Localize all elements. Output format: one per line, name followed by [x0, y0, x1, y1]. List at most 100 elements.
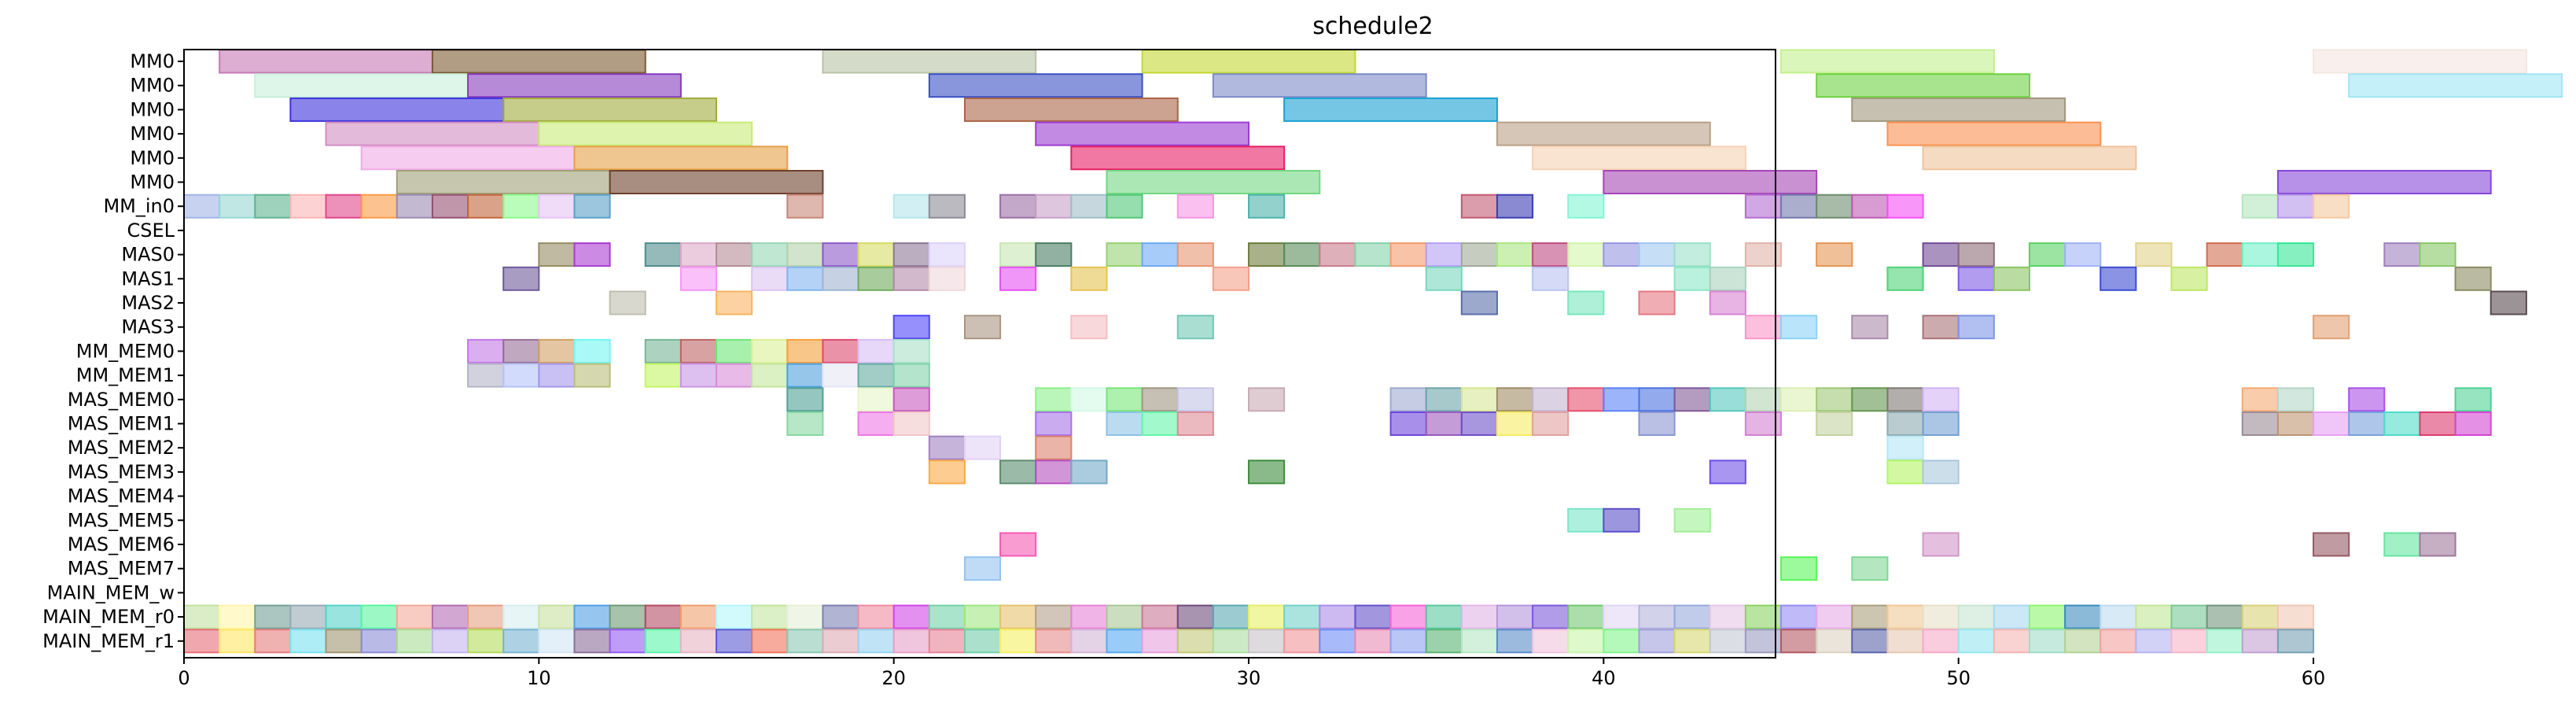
task-bar	[183, 194, 221, 219]
task-bar	[1460, 194, 1498, 219]
task-bar	[1176, 242, 1214, 267]
task-bar	[1389, 604, 1427, 629]
task-bar	[1957, 629, 1995, 654]
task-bar	[857, 629, 895, 654]
task-bar	[1816, 242, 1853, 267]
task-bar	[1709, 290, 1746, 315]
task-bar	[1035, 435, 1073, 460]
task-bar	[1532, 242, 1570, 267]
task-bar	[325, 194, 362, 219]
task-bar	[2313, 49, 2527, 74]
task-bar	[1886, 411, 1924, 436]
task-bar	[1886, 194, 1924, 219]
task-bar	[289, 604, 327, 629]
task-bar	[183, 629, 221, 654]
task-bar	[1460, 411, 1498, 436]
task-bar	[502, 266, 540, 291]
task-bar	[928, 73, 1143, 98]
task-bar	[289, 629, 327, 654]
task-bar	[1780, 387, 1818, 412]
task-bar	[1957, 266, 1995, 291]
task-bar	[786, 266, 824, 291]
task-bar	[1673, 629, 1711, 654]
task-bar	[538, 194, 576, 219]
task-bar	[1780, 315, 1818, 340]
task-bar	[1709, 459, 1746, 485]
task-bar	[360, 604, 398, 629]
task-bar	[467, 629, 505, 654]
task-bar	[1567, 290, 1605, 315]
task-bar	[1496, 629, 1534, 654]
task-bar	[1957, 242, 1995, 267]
task-bar	[1816, 604, 1853, 629]
task-bar	[1070, 387, 1108, 412]
task-bar	[1354, 242, 1392, 267]
task-bar	[1638, 629, 1676, 654]
task-bar	[502, 629, 540, 654]
task-bar	[573, 363, 611, 388]
task-bar	[1567, 387, 1605, 412]
task-bar	[928, 266, 966, 291]
task-bar	[892, 315, 930, 340]
task-bar	[1176, 629, 1214, 654]
task-bar	[1176, 387, 1214, 412]
y-tick-label: MAS_MEM3	[68, 461, 175, 483]
task-bar	[2276, 411, 2315, 436]
task-bar	[609, 290, 646, 315]
task-bar	[892, 604, 930, 629]
task-bar	[1886, 604, 1924, 629]
task-bar	[1673, 507, 1711, 533]
task-bar	[1851, 315, 1889, 340]
task-bar	[2170, 629, 2208, 654]
task-bar	[396, 194, 433, 219]
task-bar	[2276, 387, 2315, 412]
task-bar	[1638, 387, 1676, 412]
task-bar	[928, 604, 966, 629]
task-bar	[538, 363, 576, 388]
task-bar	[1603, 170, 1818, 194]
task-bar	[1319, 629, 1356, 654]
task-bar	[786, 242, 824, 267]
task-bar	[1035, 411, 1073, 436]
task-bar	[1922, 387, 1960, 412]
task-bar	[2064, 604, 2102, 629]
task-bar	[1496, 242, 1534, 267]
x-tick-label: 10	[527, 667, 551, 689]
task-bar	[644, 629, 682, 654]
task-bar	[1070, 459, 1108, 485]
task-bar	[857, 604, 895, 629]
task-bar	[254, 629, 292, 654]
y-tick-label: MAS_MEM6	[68, 533, 175, 555]
task-bar	[892, 411, 930, 436]
task-bar	[538, 242, 576, 267]
task-bar	[892, 242, 930, 267]
task-bar	[1319, 604, 1356, 629]
task-bar	[2099, 266, 2137, 291]
task-bar	[573, 194, 611, 219]
task-bar	[999, 532, 1037, 557]
y-tick-label: MAS2	[121, 292, 175, 314]
task-bar	[325, 121, 540, 146]
task-bar	[1922, 146, 2137, 171]
task-bar	[928, 242, 966, 267]
y-tick-label: MAS_MEM4	[68, 485, 175, 507]
task-bar	[1460, 387, 1498, 412]
task-bar	[431, 629, 469, 654]
task-bar	[857, 387, 895, 412]
task-bar	[254, 604, 292, 629]
task-bar	[219, 604, 256, 629]
task-bar	[1106, 387, 1143, 412]
task-bar	[679, 242, 718, 267]
task-bar	[1638, 604, 1676, 629]
task-bar	[1425, 604, 1463, 629]
task-bar	[538, 629, 576, 654]
task-bar	[2313, 315, 2350, 340]
task-bar	[716, 629, 753, 654]
task-bar	[2028, 242, 2066, 267]
task-bar	[1673, 266, 1711, 291]
task-bar	[2276, 629, 2315, 654]
task-bar	[1070, 194, 1108, 219]
task-bar	[2276, 604, 2315, 629]
